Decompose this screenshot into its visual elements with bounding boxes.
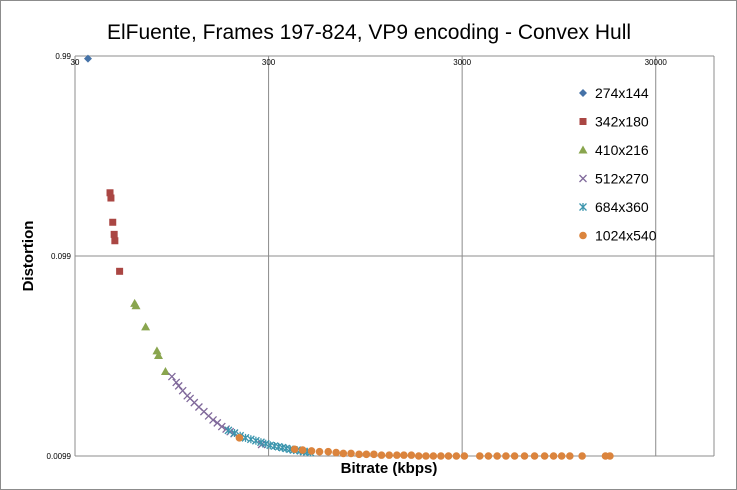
data-point-274x144 xyxy=(83,54,92,63)
data-point-1024x540 xyxy=(566,452,574,460)
data-point-1024x540 xyxy=(502,452,510,460)
data-point-342x180 xyxy=(111,237,119,245)
data-point-1024x540 xyxy=(347,449,355,458)
data-point-1024x540 xyxy=(235,434,244,442)
x-tick-label: 30 xyxy=(71,58,80,67)
x-tick-label: 3000 xyxy=(453,58,471,67)
legend-label: 410x216 xyxy=(595,142,649,158)
legend-label: 684x360 xyxy=(595,199,649,215)
legend: 274x144 342x180 410x216 512x270 684x360 1024x… xyxy=(578,85,657,244)
data-point-684x360 xyxy=(261,439,270,448)
data-point-1024x540 xyxy=(339,449,348,458)
data-point-410x216 xyxy=(160,366,170,375)
data-point-410x216 xyxy=(154,350,164,359)
y-tick-label: 0.099 xyxy=(51,252,72,261)
data-point-1024x540 xyxy=(578,452,586,460)
data-point-1024x540 xyxy=(530,452,539,460)
legend-label: 512x270 xyxy=(595,171,649,187)
legend-marker-410x216 xyxy=(578,145,588,154)
legend-marker-274x144 xyxy=(579,89,587,97)
legend-marker-512x270 xyxy=(579,174,587,183)
data-point-1024x540 xyxy=(355,450,363,459)
data-point-512x270 xyxy=(167,372,176,381)
data-point-1024x540 xyxy=(520,452,529,460)
data-point-342x180 xyxy=(110,230,118,238)
data-point-342x180 xyxy=(116,267,124,275)
data-point-1024x540 xyxy=(493,452,501,460)
data-points xyxy=(83,54,614,460)
data-point-1024x540 xyxy=(393,451,401,459)
data-point-1024x540 xyxy=(298,446,307,454)
data-point-1024x540 xyxy=(422,452,430,460)
x-axis-title: Bitrate (kbps) xyxy=(341,460,438,477)
data-point-512x270 xyxy=(172,378,181,387)
data-point-1024x540 xyxy=(332,448,340,457)
y-axis-title: Distortion xyxy=(20,221,37,292)
data-point-1024x540 xyxy=(307,447,316,455)
data-point-410x216 xyxy=(152,346,162,355)
tick-labels: 30 300 3000 30000 0.0099 0.099 0.99 xyxy=(47,52,668,461)
data-point-1024x540 xyxy=(377,451,386,459)
data-point-1024x540 xyxy=(460,452,469,460)
data-point-1024x540 xyxy=(407,451,416,459)
x-tick-label: 300 xyxy=(262,58,276,67)
legend-marker-1024x540 xyxy=(579,231,587,240)
data-point-342x180 xyxy=(109,218,117,226)
data-point-342x180 xyxy=(107,194,115,202)
data-point-684x360 xyxy=(256,438,265,447)
data-point-1024x540 xyxy=(484,452,493,460)
data-point-1024x540 xyxy=(475,452,484,460)
y-tick-label: 0.0099 xyxy=(47,452,72,461)
x-tick-label: 30000 xyxy=(645,58,668,67)
data-point-1024x540 xyxy=(540,452,549,460)
data-point-512x270 xyxy=(209,415,218,424)
data-point-1024x540 xyxy=(315,447,324,456)
data-point-1024x540 xyxy=(557,452,566,460)
data-point-1024x540 xyxy=(324,447,333,456)
data-point-1024x540 xyxy=(549,452,558,460)
data-point-410x216 xyxy=(141,322,151,331)
data-point-1024x540 xyxy=(362,450,371,459)
data-point-512x270 xyxy=(217,422,226,431)
legend-label: 274x144 xyxy=(595,85,649,101)
data-point-1024x540 xyxy=(510,452,519,460)
data-point-1024x540 xyxy=(290,445,299,454)
legend-marker-684x360 xyxy=(579,203,587,211)
data-point-1024x540 xyxy=(385,451,394,459)
chart-title: ElFuente, Frames 197-824, VP9 encoding -… xyxy=(107,21,631,44)
legend-label: 342x180 xyxy=(595,114,649,130)
data-point-1024x540 xyxy=(370,450,378,459)
data-point-1024x540 xyxy=(606,452,614,460)
data-point-1024x540 xyxy=(437,452,445,460)
data-point-342x180 xyxy=(106,189,114,197)
data-point-684x360 xyxy=(246,435,255,444)
data-point-1024x540 xyxy=(429,452,438,460)
data-point-1024x540 xyxy=(400,451,408,459)
data-point-410x216 xyxy=(131,301,141,310)
data-point-684x360 xyxy=(224,426,233,435)
legend-label: 1024x540 xyxy=(595,228,657,244)
data-point-684x360 xyxy=(251,436,260,445)
data-point-1024x540 xyxy=(452,452,461,460)
data-point-1024x540 xyxy=(414,452,423,460)
legend-marker-342x180 xyxy=(579,118,587,125)
y-tick-label: 0.99 xyxy=(55,52,71,61)
data-point-1024x540 xyxy=(444,452,453,460)
